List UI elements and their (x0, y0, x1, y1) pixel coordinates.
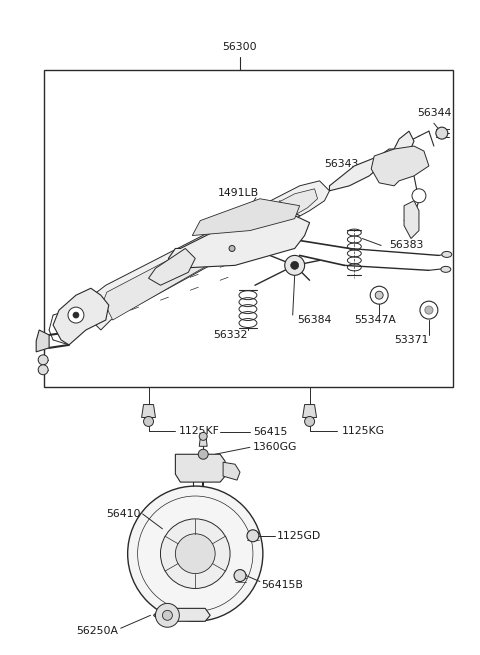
Polygon shape (53, 288, 109, 345)
Text: 1125GD: 1125GD (277, 531, 321, 541)
Text: 56383: 56383 (389, 240, 423, 250)
Circle shape (73, 312, 79, 318)
Circle shape (144, 417, 154, 426)
Circle shape (420, 301, 438, 319)
Circle shape (412, 189, 426, 203)
Ellipse shape (441, 267, 451, 272)
Polygon shape (192, 198, 300, 236)
Circle shape (285, 255, 305, 275)
Circle shape (234, 570, 246, 582)
Circle shape (370, 286, 388, 304)
Polygon shape (36, 330, 49, 352)
Text: 56343: 56343 (324, 159, 359, 169)
Polygon shape (371, 146, 429, 186)
Text: 56410: 56410 (106, 509, 140, 519)
Polygon shape (142, 405, 156, 417)
Text: 56332: 56332 (213, 330, 248, 340)
Polygon shape (302, 405, 316, 417)
Polygon shape (86, 181, 329, 330)
Circle shape (38, 355, 48, 365)
Circle shape (425, 306, 433, 314)
Circle shape (128, 486, 263, 622)
Polygon shape (199, 438, 207, 446)
Text: 1125KG: 1125KG (341, 426, 384, 436)
Text: 56250A: 56250A (76, 626, 118, 636)
Circle shape (156, 603, 180, 627)
Circle shape (38, 365, 48, 375)
Polygon shape (148, 248, 195, 285)
Circle shape (162, 610, 172, 620)
Polygon shape (223, 462, 240, 480)
Text: 56344: 56344 (417, 108, 451, 119)
Text: 56415: 56415 (253, 428, 288, 438)
Polygon shape (104, 189, 318, 320)
Polygon shape (404, 200, 419, 238)
Text: 56384: 56384 (298, 315, 332, 325)
Polygon shape (168, 215, 310, 269)
Polygon shape (329, 131, 414, 191)
Circle shape (229, 246, 235, 252)
Circle shape (436, 127, 448, 139)
Ellipse shape (442, 252, 452, 257)
Text: 56300: 56300 (223, 42, 257, 52)
Circle shape (199, 432, 207, 440)
Text: 1125KF: 1125KF (179, 426, 219, 436)
Text: 1360GG: 1360GG (253, 442, 297, 453)
Circle shape (247, 530, 259, 542)
Circle shape (68, 307, 84, 323)
Circle shape (305, 417, 314, 426)
Circle shape (175, 534, 215, 574)
Circle shape (198, 449, 208, 459)
Circle shape (160, 519, 230, 588)
Circle shape (375, 291, 383, 299)
Text: 53371: 53371 (394, 335, 429, 345)
Text: 55347A: 55347A (354, 315, 396, 325)
Circle shape (291, 261, 299, 269)
Bar (44, 69, 453, 386)
Polygon shape (154, 608, 210, 622)
Polygon shape (175, 455, 225, 482)
Text: 56415B: 56415B (261, 580, 303, 591)
Text: 1491LB: 1491LB (218, 188, 259, 198)
